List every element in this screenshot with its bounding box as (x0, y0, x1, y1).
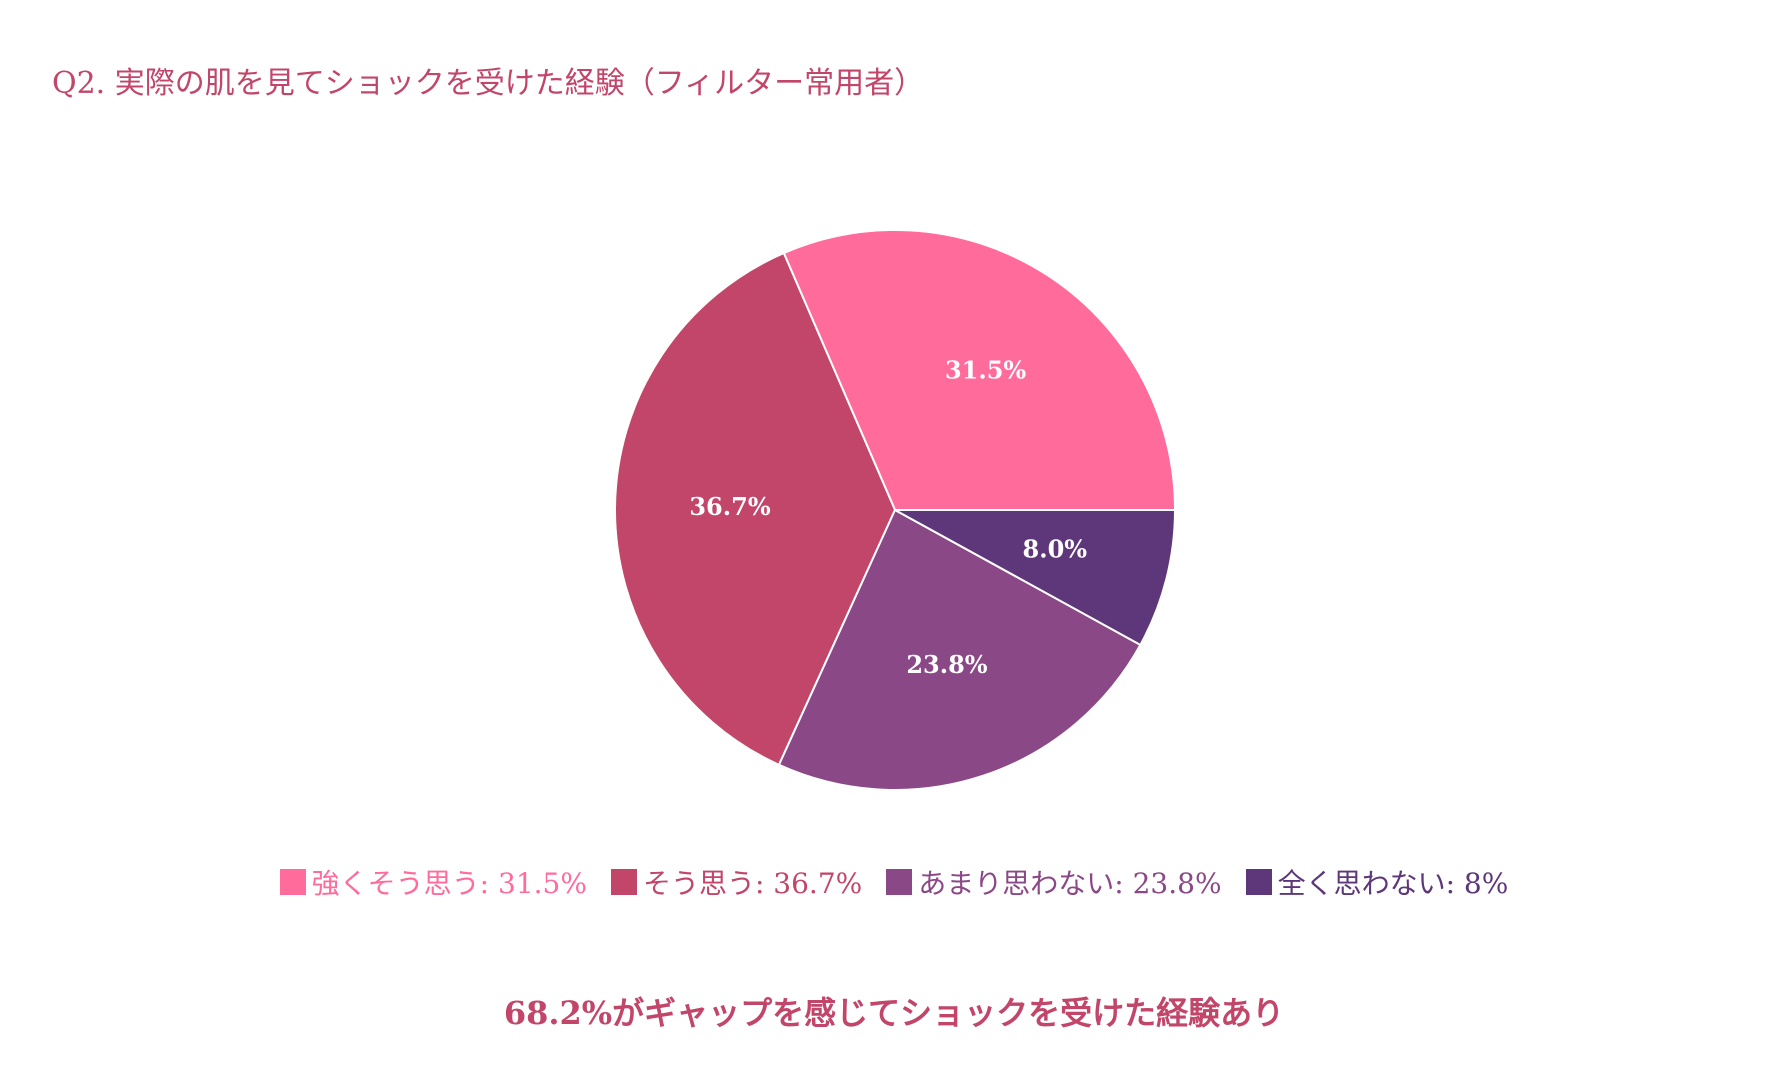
pie-slice-label: 36.7% (689, 492, 770, 521)
pie-slice (777, 508, 1142, 791)
legend-label: あまり思わない: 23.8% (918, 867, 1222, 900)
legend-swatch (886, 869, 913, 895)
pie-slices (614, 229, 1177, 791)
legend-item: あまり思わない: 23.8% (886, 862, 1222, 902)
chart-title: Q2. 実際の肌を見てショックを受けた経験（フィルター常用者） (52, 66, 925, 101)
legend-swatch (610, 869, 637, 895)
chart-footer-text: 68.2%がギャップを感じてショックを受けた経験あり (503, 994, 1285, 1032)
legend-swatch (279, 869, 306, 895)
legend-item: 強くそう思う: 31.5% (279, 862, 587, 902)
pie-slice (614, 251, 897, 767)
legend-item: 全く思わない: 8% (1245, 862, 1509, 902)
pie-labels: 31.5% 36.7% 23.8% 8.0% (689, 356, 1087, 680)
legend-label: 全く思わない: 8% (1277, 867, 1509, 900)
chart-legend: 強くそう思う: 31.5% そう思う: 36.7% あまり思わない: 23.8% 全く… (0, 862, 1788, 902)
legend-label: 強くそう思う: 31.5% (311, 867, 587, 900)
legend-item: そう思う: 36.7% (610, 862, 863, 902)
legend-swatch (1245, 869, 1272, 895)
pie-slice (894, 509, 1177, 647)
pie-slice (782, 229, 1177, 511)
legend-label: そう思う: 36.7% (642, 867, 863, 900)
pie-slice-label: 8.0% (1023, 535, 1088, 564)
pie-slice-label: 23.8% (906, 650, 987, 679)
pie-slice-label: 31.5% (945, 356, 1026, 385)
